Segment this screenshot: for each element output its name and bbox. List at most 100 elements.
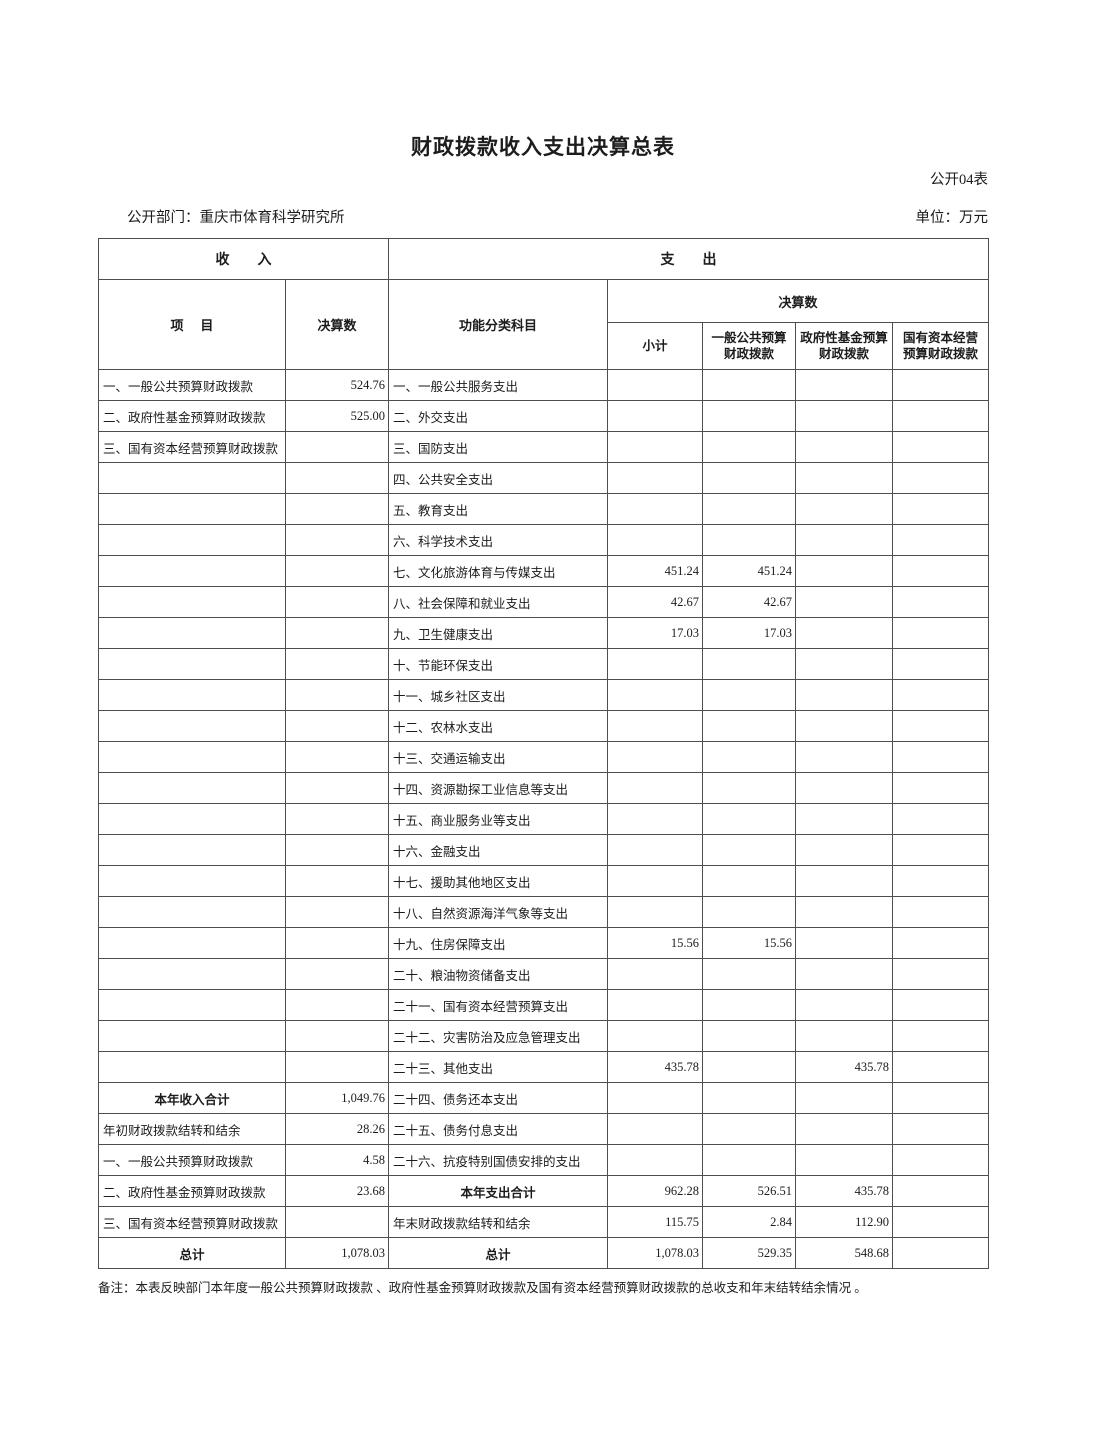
document-content: 财政拨款收入支出决算总表 公开04表 公开部门：重庆市体育科学研究所 单位：万元… (98, 0, 990, 1296)
general-public-cell (702, 431, 796, 463)
income-amount-cell (285, 989, 389, 1021)
income-amount-column-header: 决算数 (285, 279, 389, 370)
general-public-cell: 2.84 (702, 1206, 796, 1238)
expenditure-section-header: 支出 (387, 238, 990, 280)
income-item-cell: 三、国有资本经营预算财政拨款 (98, 1206, 286, 1238)
income-amount-cell (285, 555, 389, 587)
general-public-cell (702, 524, 796, 556)
page-title: 财政拨款收入支出决算总表 (411, 136, 675, 159)
general-public-cell (702, 1020, 796, 1052)
functional-subject-column-header: 功能分类科目 (388, 279, 608, 370)
government-fund-cell (795, 431, 893, 463)
income-amount-cell: 524.76 (285, 369, 389, 401)
subtotal-cell (607, 834, 703, 866)
general-public-cell (702, 772, 796, 804)
general-public-cell: 451.24 (702, 555, 796, 587)
subtotal-column-header: 小计 (607, 322, 703, 370)
income-amount-cell (285, 462, 389, 494)
income-item-cell (98, 555, 286, 587)
exp-item-cell: 三、国防支出 (388, 431, 608, 463)
exp-item-cell: 二十、粮油物资储备支出 (388, 958, 608, 990)
income-item-cell (98, 927, 286, 959)
subtotal-cell (607, 431, 703, 463)
income-item-cell (98, 772, 286, 804)
general-public-cell (702, 1082, 796, 1114)
fiscal-summary-table: 收入 支出 项目 决算数 功能分类科目 决算数 小计 一般公共预算财政拨款 政府… (98, 238, 990, 1269)
government-fund-cell (795, 927, 893, 959)
government-fund-cell (795, 586, 893, 618)
government-fund-cell (795, 648, 893, 680)
exp-item-cell: 六、科学技术支出 (388, 524, 608, 556)
government-fund-cell: 435.78 (795, 1051, 893, 1083)
income-item-cell (98, 710, 286, 742)
subtotal-cell: 451.24 (607, 555, 703, 587)
table-row: 十四、资源勘探工业信息等支出 (98, 772, 990, 804)
exp-item-cell: 五、教育支出 (388, 493, 608, 525)
exp-item-cell: 十五、商业服务业等支出 (388, 803, 608, 835)
income-item-cell (98, 586, 286, 618)
general-public-cell: 15.56 (702, 927, 796, 959)
section-header-row: 收入 支出 (98, 238, 990, 280)
government-fund-cell: 548.68 (795, 1237, 893, 1269)
table-row: 本年收入合计 1,049.76 二十四、债务还本支出 (98, 1082, 990, 1114)
income-item-cell: 一、一般公共预算财政拨款 (98, 369, 286, 401)
income-amount-cell: 23.68 (285, 1175, 389, 1207)
subtotal-cell (607, 493, 703, 525)
exp-item-cell: 本年支出合计 (388, 1175, 608, 1207)
subtotal-cell: 962.28 (607, 1175, 703, 1207)
subtotal-cell (607, 1020, 703, 1052)
income-item-cell (98, 1020, 286, 1052)
table-row: 三、国有资本经营预算财政拨款 三、国防支出 (98, 431, 990, 463)
exp-item-cell: 一、一般公共服务支出 (388, 369, 608, 401)
state-capital-cell (891, 865, 990, 897)
general-public-cell (702, 834, 796, 866)
subtotal-cell (607, 865, 703, 897)
income-amount-cell (285, 896, 389, 928)
state-capital-cell (891, 1113, 990, 1145)
subtotal-cell (607, 679, 703, 711)
income-item-cell (98, 989, 286, 1021)
table-row: 十九、住房保障支出 15.56 15.56 (98, 927, 990, 959)
table-row: 七、文化旅游体育与传媒支出 451.24 451.24 (98, 555, 990, 587)
exp-item-cell: 十九、住房保障支出 (388, 927, 608, 959)
general-public-cell (702, 741, 796, 773)
income-amount-cell (285, 865, 389, 897)
exp-item-cell: 二十四、债务还本支出 (388, 1082, 608, 1114)
government-fund-cell (795, 865, 893, 897)
exp-item-cell: 二十二、灾害防治及应急管理支出 (388, 1020, 608, 1052)
state-capital-cell (891, 493, 990, 525)
subtotal-cell (607, 1113, 703, 1145)
income-item-cell (98, 648, 286, 680)
table-body: 一、一般公共预算财政拨款 524.76 一、一般公共服务支出二、政府性基金预算财政拨… (98, 369, 990, 1269)
exp-item-cell: 四、公共安全支出 (388, 462, 608, 494)
income-section-header: 收入 (98, 238, 389, 280)
exp-item-cell: 十、节能环保支出 (388, 648, 608, 680)
state-capital-cell (891, 431, 990, 463)
income-amount-cell (285, 803, 389, 835)
table-row: 十六、金融支出 (98, 834, 990, 866)
income-item-cell: 二、政府性基金预算财政拨款 (98, 1175, 286, 1207)
general-public-cell: 42.67 (702, 586, 796, 618)
income-amount-cell: 28.26 (285, 1113, 389, 1145)
table-row: 八、社会保障和就业支出 42.67 42.67 (98, 586, 990, 618)
exp-item-cell: 十六、金融支出 (388, 834, 608, 866)
table-row: 总计 1,078.03 总计 1,078.03 529.35 548.68 (98, 1237, 990, 1269)
state-capital-cell (891, 958, 990, 990)
income-amount-cell (285, 710, 389, 742)
subtotal-cell (607, 1144, 703, 1176)
general-public-cell (702, 958, 796, 990)
general-public-cell (702, 679, 796, 711)
income-amount-cell (285, 834, 389, 866)
general-public-budget-column-header: 一般公共预算财政拨款 (702, 322, 796, 370)
income-item-cell: 年初财政拨款结转和结余 (98, 1113, 286, 1145)
government-fund-cell (795, 555, 893, 587)
state-capital-cell (891, 555, 990, 587)
general-public-cell: 529.35 (702, 1237, 796, 1269)
income-amount-cell: 4.58 (285, 1144, 389, 1176)
income-item-cell (98, 493, 286, 525)
subtotal-cell (607, 772, 703, 804)
exp-item-cell: 八、社会保障和就业支出 (388, 586, 608, 618)
subtotal-cell (607, 524, 703, 556)
state-capital-cell (891, 1020, 990, 1052)
